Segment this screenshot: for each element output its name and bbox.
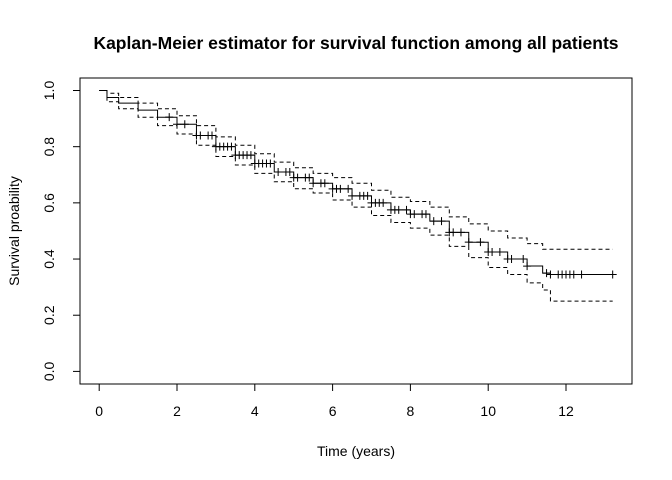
- censor-mark: [488, 248, 497, 257]
- censor-mark: [608, 270, 617, 279]
- censor-mark: [429, 217, 438, 226]
- censor-mark: [274, 167, 283, 176]
- censor-mark: [165, 113, 174, 122]
- censor-mark: [402, 205, 411, 214]
- censor-mark: [410, 210, 419, 219]
- censor-mark: [285, 167, 294, 176]
- censor-mark: [456, 228, 465, 237]
- y-axis-label: Survival proability: [6, 176, 22, 286]
- lower-ci-curve: [99, 90, 613, 302]
- y-tick-label: 0.6: [41, 193, 57, 213]
- estimate-curve: [99, 90, 613, 275]
- censor-mark: [246, 151, 255, 160]
- y-tick-label: 0.8: [41, 137, 57, 157]
- censor-mark: [449, 228, 458, 237]
- censor-mark: [507, 255, 516, 264]
- censor-mark: [344, 184, 353, 193]
- plot-frame: [79, 77, 633, 385]
- censor-mark: [476, 238, 485, 247]
- censor-mark: [336, 184, 345, 193]
- censor-mark: [266, 159, 275, 168]
- censor-mark: [394, 205, 403, 214]
- censor-mark: [523, 262, 532, 271]
- upper-ci-curve: [99, 90, 613, 250]
- censor-mark: [546, 270, 555, 279]
- censor-mark: [363, 191, 372, 200]
- censor-mark: [348, 191, 357, 200]
- x-tick-label: 4: [251, 403, 259, 419]
- y-axis: 0.0 0.2 0.4 0.6 0.8 1.0: [41, 81, 81, 381]
- x-axis: 0 2 4 6 8 10 12: [95, 383, 574, 419]
- censor-mark: [577, 270, 586, 279]
- censor-mark: [569, 270, 578, 279]
- censor-mark: [542, 269, 551, 278]
- censor-mark: [293, 173, 302, 182]
- x-tick-label: 12: [558, 403, 574, 419]
- censor-mark: [464, 238, 473, 247]
- y-tick-label: 1.0: [41, 81, 57, 101]
- x-axis-label: Time (years): [317, 443, 395, 459]
- censor-mark: [437, 217, 446, 226]
- y-tick-label: 0.4: [41, 249, 57, 269]
- censor-mark: [309, 179, 318, 188]
- x-tick-label: 10: [480, 403, 496, 419]
- x-tick-label: 0: [95, 403, 103, 419]
- censor-mark: [421, 210, 430, 219]
- y-tick-label: 0.0: [41, 361, 57, 381]
- censor-mark: [495, 248, 504, 257]
- censor-mark: [208, 131, 217, 140]
- censor-marks: [165, 113, 617, 279]
- censor-mark: [173, 120, 181, 129]
- x-tick-label: 2: [173, 403, 181, 419]
- censor-mark: [305, 173, 314, 182]
- censor-mark: [180, 120, 189, 129]
- censor-mark: [320, 179, 329, 188]
- censor-mark: [519, 255, 528, 264]
- censor-mark: [379, 198, 388, 207]
- y-tick-label: 0.2: [41, 305, 57, 325]
- x-tick-label: 6: [329, 403, 337, 419]
- censor-mark: [227, 142, 236, 151]
- censor-mark: [196, 131, 205, 140]
- chart-title: Kaplan-Meier estimator for survival func…: [93, 33, 618, 53]
- x-tick-label: 8: [407, 403, 415, 419]
